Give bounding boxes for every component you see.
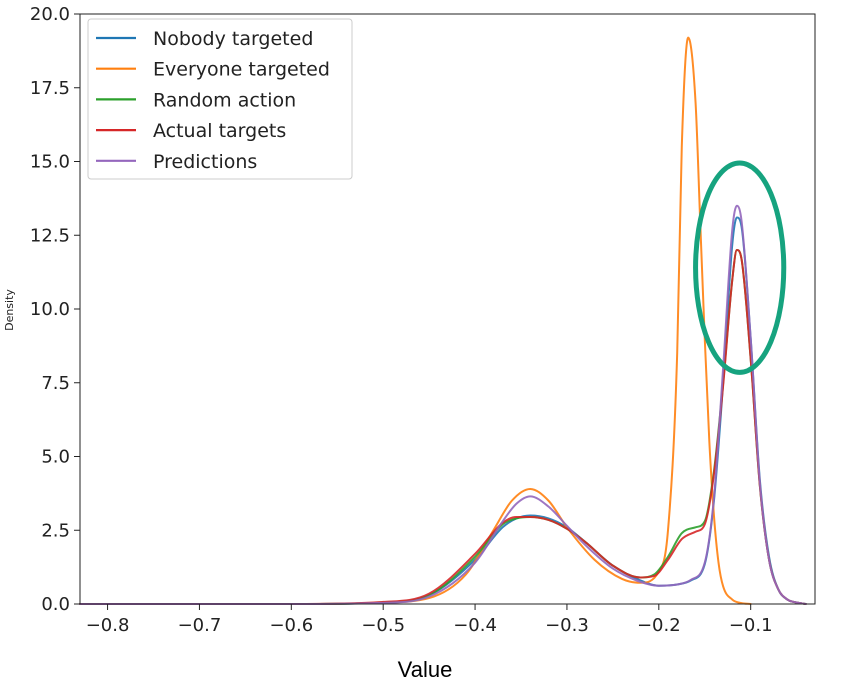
- x-tick-label: −0.6: [269, 615, 313, 636]
- highlight-ellipse: [693, 160, 787, 375]
- y-tick-label: 12.5: [30, 225, 70, 246]
- curves-layer: [79, 36, 807, 606]
- y-axis: 0.0 2.5 5.0 7.5 10.0 12.5 15.0 17.5 20.0: [30, 4, 80, 615]
- x-axis: −0.8 −0.7 −0.6 −0.5 −0.4 −0.3 −0.2 −0.1: [86, 604, 773, 636]
- y-axis-label: Density: [3, 289, 16, 331]
- x-tick-label: −0.8: [86, 615, 130, 636]
- x-tick-label: −0.3: [545, 615, 589, 636]
- y-tick-label: 20.0: [30, 4, 70, 25]
- y-tick-label: 10.0: [30, 299, 70, 320]
- x-tick-label: −0.1: [729, 615, 773, 636]
- y-tick-label: 17.5: [30, 78, 70, 99]
- legend-label-nobody-targeted: Nobody targeted: [153, 28, 313, 50]
- y-tick-label: 2.5: [41, 520, 70, 541]
- legend-label-everyone-targeted: Everyone targeted: [153, 59, 330, 81]
- legend-label-predictions: Predictions: [153, 151, 257, 173]
- y-tick-label: 15.0: [30, 152, 70, 173]
- x-tick-label: −0.4: [453, 615, 497, 636]
- series-line-everyone-targeted: [79, 36, 752, 606]
- y-tick-label: 5.0: [41, 447, 70, 468]
- series-line-predictions: [79, 204, 807, 606]
- x-tick-label: −0.7: [178, 615, 222, 636]
- y-tick-label: 7.5: [41, 373, 70, 394]
- x-tick-label: −0.5: [361, 615, 405, 636]
- legend-label-random-action: Random action: [153, 89, 296, 111]
- legend-label-actual-targets: Actual targets: [153, 120, 286, 142]
- highlight-annotation: [693, 160, 787, 375]
- y-tick-label: 0.0: [41, 594, 70, 615]
- x-tick-label: −0.2: [637, 615, 681, 636]
- x-axis-label: Value: [398, 657, 453, 682]
- legend: Nobody targeted Everyone targeted Random a…: [87, 18, 353, 180]
- legend-box: [87, 18, 353, 180]
